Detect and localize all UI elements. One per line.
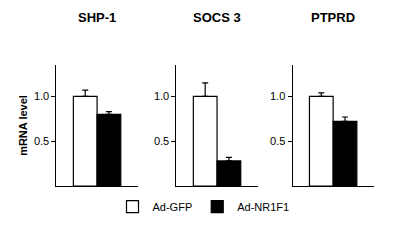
svg-text:SHP-1: SHP-1 <box>78 10 116 25</box>
svg-text:SOCS 3: SOCS 3 <box>193 10 241 25</box>
svg-text:mRNA level: mRNA level <box>17 95 29 156</box>
svg-text:Ad-GFP: Ad-GFP <box>153 201 193 213</box>
svg-text:0.5: 0.5 <box>34 135 49 147</box>
svg-text:1.0: 1.0 <box>154 90 169 102</box>
svg-text:1.0: 1.0 <box>34 90 49 102</box>
svg-text:Ad-NR1F1: Ad-NR1F1 <box>237 201 289 213</box>
svg-text:0.5: 0.5 <box>270 135 285 147</box>
svg-text:PTPRD: PTPRD <box>311 10 355 25</box>
svg-text:0.5: 0.5 <box>154 135 169 147</box>
svg-text:1.0: 1.0 <box>270 90 285 102</box>
